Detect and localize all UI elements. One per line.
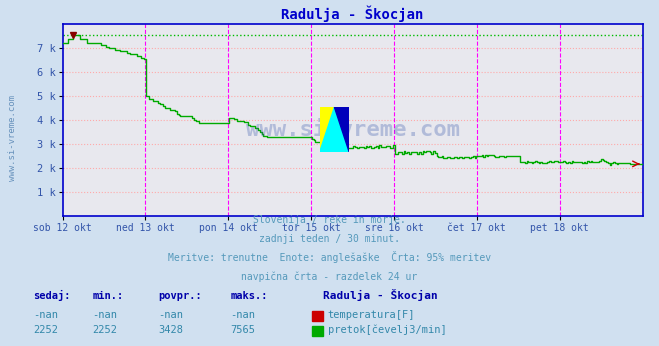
Text: -nan: -nan bbox=[33, 310, 58, 320]
Text: -nan: -nan bbox=[92, 310, 117, 320]
Text: www.si-vreme.com: www.si-vreme.com bbox=[246, 120, 459, 140]
Text: navpična črta - razdelek 24 ur: navpična črta - razdelek 24 ur bbox=[241, 272, 418, 282]
Text: temperatura[F]: temperatura[F] bbox=[328, 310, 415, 320]
Polygon shape bbox=[320, 107, 349, 152]
Text: www.si-vreme.com: www.si-vreme.com bbox=[8, 95, 17, 181]
Text: -nan: -nan bbox=[231, 310, 256, 320]
Title: Radulja - Škocjan: Radulja - Škocjan bbox=[281, 5, 424, 22]
Text: Slovenija / reke in morje.: Slovenija / reke in morje. bbox=[253, 215, 406, 225]
Text: povpr.:: povpr.: bbox=[158, 291, 202, 301]
Text: Radulja - Škocjan: Radulja - Škocjan bbox=[323, 289, 438, 301]
Text: -nan: -nan bbox=[158, 310, 183, 320]
Text: Meritve: trenutne  Enote: anglešaške  Črta: 95% meritev: Meritve: trenutne Enote: anglešaške Črta… bbox=[168, 251, 491, 263]
Text: pretok[čevelj3/min]: pretok[čevelj3/min] bbox=[328, 324, 446, 335]
Text: sedaj:: sedaj: bbox=[33, 290, 71, 301]
Text: 2252: 2252 bbox=[33, 325, 58, 335]
Polygon shape bbox=[335, 107, 349, 152]
Text: min.:: min.: bbox=[92, 291, 123, 301]
Text: 2252: 2252 bbox=[92, 325, 117, 335]
Polygon shape bbox=[320, 107, 335, 152]
Text: 3428: 3428 bbox=[158, 325, 183, 335]
Text: 7565: 7565 bbox=[231, 325, 256, 335]
Text: zadnji teden / 30 minut.: zadnji teden / 30 minut. bbox=[259, 234, 400, 244]
Text: maks.:: maks.: bbox=[231, 291, 268, 301]
